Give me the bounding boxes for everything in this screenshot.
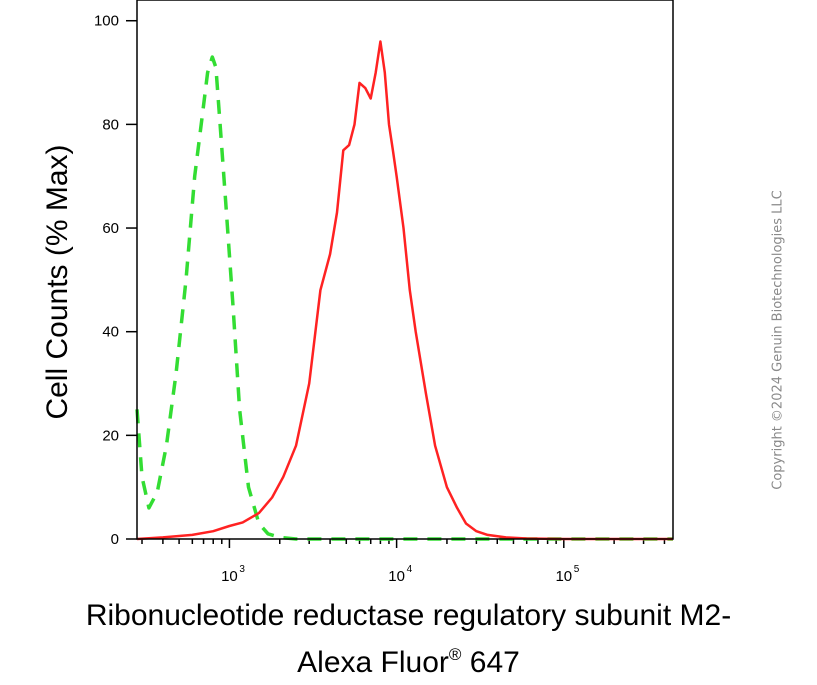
sample-histogram-line [136,40,673,541]
x-tick-label: 10 [221,568,238,585]
x-tick-exponent: 3 [239,564,245,575]
y-tick-label: 40 [102,324,119,341]
copyright-watermark: Copyright ©2024 Genuin Biotechnologies L… [770,190,786,490]
y-tick-label: 100 [94,13,119,30]
x-axis-label-line1: Ribonucleotide reductase regulatory subu… [85,599,732,632]
x-tick-label: 10 [555,568,572,585]
x-tick-label: 10 [388,568,405,585]
registered-mark: ® [448,645,462,664]
y-tick-label: 60 [102,220,119,237]
x-tick-exponent: 5 [574,564,580,575]
control-histogram-line [135,55,673,541]
y-axis-label: Cell Counts (% Max) [41,144,74,420]
y-tick-label: 80 [102,116,119,133]
y-tick-label: 20 [102,427,119,444]
x-tick-exponent: 4 [407,564,413,575]
x-axis-label-line2: Alexa Fluor® 647 [0,637,817,681]
x-axis-label-end: 647 [461,646,520,679]
x-axis-label-main: Alexa Fluor [297,646,449,679]
y-tick-label: 0 [111,531,119,548]
plot-frame [136,0,674,540]
